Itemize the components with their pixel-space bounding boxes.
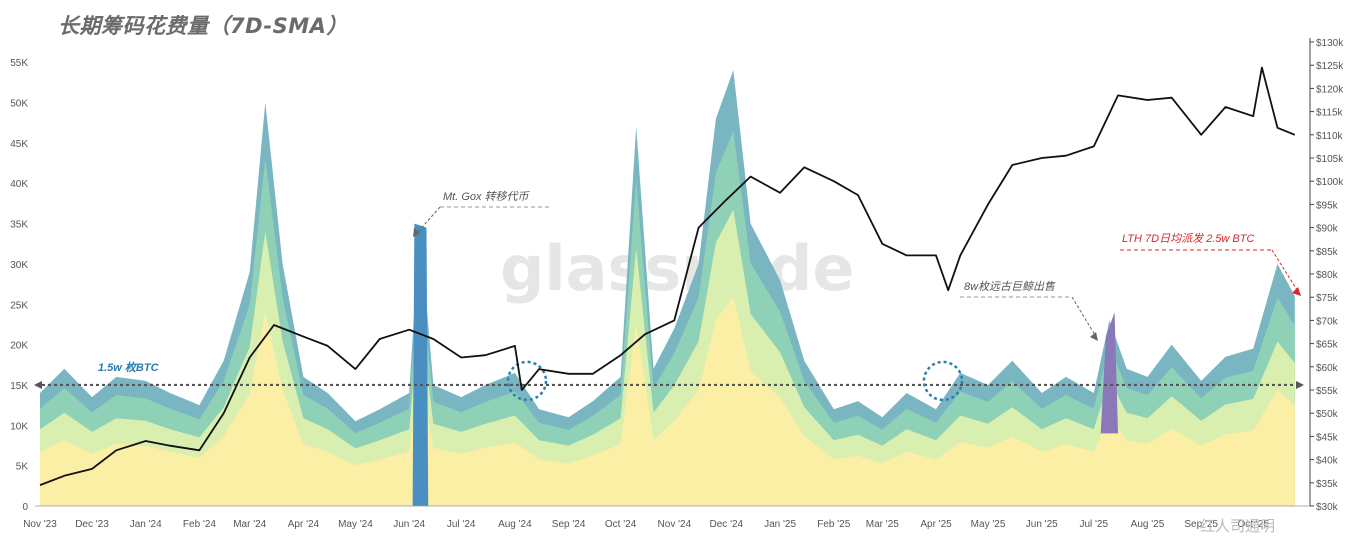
x-tick: Jul '25 xyxy=(1079,519,1108,530)
y-left-tick: 5K xyxy=(16,462,29,473)
x-tick: Apr '24 xyxy=(288,519,320,530)
y-left-tick: 55K xyxy=(10,58,28,69)
x-tick: Nov '23 xyxy=(23,519,57,530)
btc-price-line xyxy=(39,66,1296,486)
y-right-tick: $100k xyxy=(1316,177,1344,188)
x-tick: Dec '23 xyxy=(75,519,109,530)
whale-arrowhead xyxy=(1090,332,1098,341)
y-right-tick: $120k xyxy=(1316,84,1344,95)
y-right-tick: $105k xyxy=(1316,154,1344,165)
y-left-tick: 45K xyxy=(10,139,28,150)
y-left-tick: 30K xyxy=(10,260,28,271)
y-right-tick: $130k xyxy=(1316,38,1344,49)
x-tick: Jan '24 xyxy=(130,519,162,530)
reference-left-arrow xyxy=(34,380,42,389)
axes: 0 5K 10K 15K 20K 25K 30K 35K 40K 45K 50K 55K $30k $35… xyxy=(10,38,1344,530)
y-right-tick: $50k xyxy=(1316,409,1339,420)
annotations: Mt. Gox 转移代币 8w枚远古巨鲸出售 LTH 7D日均派发 2.5w BTC xyxy=(413,190,1301,341)
y-right-tick: $90k xyxy=(1316,224,1339,235)
y-right-tick: $60k xyxy=(1316,363,1339,374)
y-left-tick: 0 xyxy=(22,502,28,513)
y-left-tick: 15K xyxy=(10,381,28,392)
mtgox-pointer xyxy=(416,206,441,234)
y-left-tick: 25K xyxy=(10,300,28,311)
highlight-circle-0 xyxy=(506,360,548,402)
y-left-tick: 10K xyxy=(10,421,28,432)
y-right-tick: $35k xyxy=(1316,479,1339,490)
x-tick: Mar '24 xyxy=(233,519,266,530)
x-tick: Nov '24 xyxy=(658,519,692,530)
spent-band-3 xyxy=(40,296,1295,506)
y-right-tick: $45k xyxy=(1316,432,1339,443)
chart-title: 长期筹码花费量（7D-SMA） xyxy=(58,14,348,38)
y-right-tick: $95k xyxy=(1316,200,1339,211)
x-tick: Aug '25 xyxy=(1131,519,1165,530)
x-tick: Apr '25 xyxy=(920,519,952,530)
y-left-tick: 35K xyxy=(10,220,28,231)
corner-watermark: 红人司通明 xyxy=(1200,518,1275,535)
x-tick: Dec '24 xyxy=(710,519,744,530)
x-tick: Feb '25 xyxy=(817,519,850,530)
y-right-tick: $85k xyxy=(1316,247,1339,258)
x-tick: May '25 xyxy=(971,519,1006,530)
spent-band-2 xyxy=(40,209,1295,506)
spent-band-1 xyxy=(40,131,1295,506)
btc-price-path xyxy=(39,66,1296,486)
y-right-tick: $75k xyxy=(1316,293,1339,304)
mtgox-annotation: Mt. Gox 转移代币 xyxy=(443,190,531,203)
highlight-circle-1 xyxy=(922,360,964,402)
mtgox-spike xyxy=(412,223,429,506)
spent-band-0 xyxy=(40,70,1295,506)
x-tick: Oct '25 xyxy=(1238,519,1270,530)
y-right-tick: $80k xyxy=(1316,270,1339,281)
x-tick: Jun '24 xyxy=(393,519,425,530)
y-right-tick: $30k xyxy=(1316,502,1339,513)
x-tick: Oct '24 xyxy=(605,519,637,530)
y-right-tick: $70k xyxy=(1316,316,1339,327)
y-right-tick: $55k xyxy=(1316,386,1339,397)
lth-pointer xyxy=(1271,249,1298,291)
whale-spike xyxy=(1100,312,1119,434)
mtgox-arrowhead xyxy=(413,228,420,237)
y-left-tick: 50K xyxy=(10,99,28,110)
x-tick: Jun '25 xyxy=(1026,519,1058,530)
x-tick: Sep '24 xyxy=(552,519,586,530)
y-right-tick: $40k xyxy=(1316,456,1339,467)
whale-annotation: 8w枚远古巨鲸出售 xyxy=(964,280,1056,293)
x-tick: Aug '24 xyxy=(498,519,532,530)
y-left-tick: 20K xyxy=(10,341,28,352)
x-tick: Feb '24 xyxy=(183,519,216,530)
y-right-tick: $65k xyxy=(1316,340,1339,351)
glassnode-watermark: glassnode xyxy=(500,232,854,305)
reference-line-group: 1.5w 枚BTC xyxy=(34,360,1304,402)
x-tick: Jan '25 xyxy=(764,519,796,530)
y-right-tick: $115k xyxy=(1316,108,1344,119)
y-right-tick: $125k xyxy=(1316,61,1344,72)
reference-right-arrow xyxy=(1296,380,1304,389)
lth-arrowhead xyxy=(1292,287,1301,296)
y-left-tick: 40K xyxy=(10,179,28,190)
x-tick: Mar '25 xyxy=(866,519,899,530)
whale-pointer xyxy=(1071,296,1096,336)
y-right-tick: $110k xyxy=(1316,131,1344,142)
reference-label: 1.5w 枚BTC xyxy=(98,361,160,374)
x-tick: Jul '24 xyxy=(447,519,476,530)
lth-annotation: LTH 7D日均派发 2.5w BTC xyxy=(1122,232,1254,245)
spent-volume-area xyxy=(40,70,1295,506)
x-tick: May '24 xyxy=(338,519,373,530)
x-tick: Sep '25 xyxy=(1184,519,1218,530)
